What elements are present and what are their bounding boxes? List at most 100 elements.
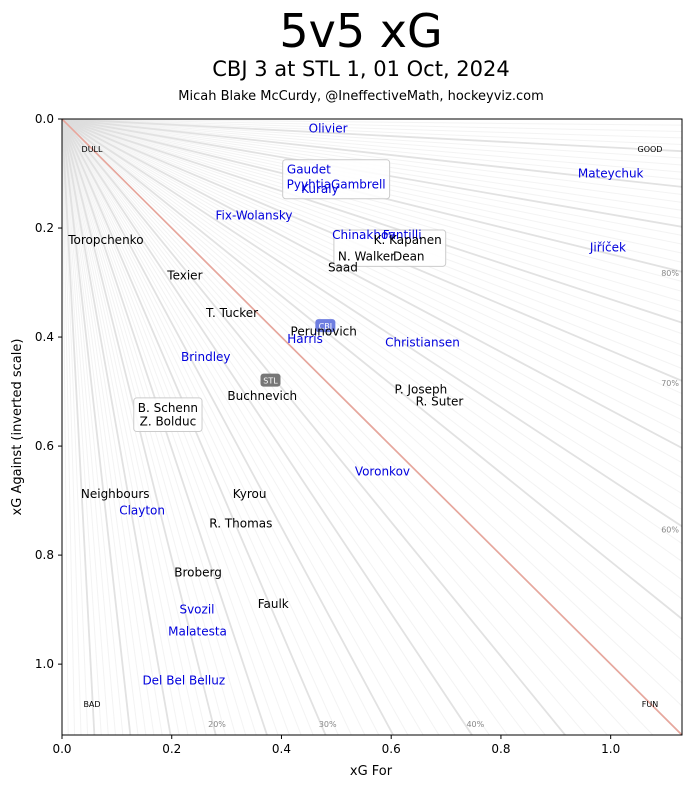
player-label: Del Bel Belluz: [142, 673, 225, 687]
team-badge-label: CBJ: [319, 322, 332, 331]
player-label: Dean: [393, 249, 425, 263]
percent-ray: [62, 119, 682, 495]
player-label: K. Kapanen: [374, 233, 442, 247]
percent-ray: [62, 119, 147, 735]
plot-frame: [61, 118, 683, 736]
y-axis-label: xG Against (inverted scale): [10, 339, 25, 516]
player-label: Gaudet: [287, 163, 331, 177]
chart-title: 5v5 xG: [279, 4, 443, 58]
percent-ray: [62, 119, 424, 735]
percent-ray: [62, 119, 682, 421]
player-label: R. Thomas: [209, 516, 272, 530]
label-boxes: [133, 159, 447, 433]
percent-ray: [62, 119, 180, 735]
percent-ray: [62, 119, 654, 735]
player-label: P. Joseph: [394, 382, 447, 396]
percent-ray: [62, 119, 682, 479]
team-badge-bg: [315, 319, 336, 333]
corner-label-bottom-right: FUN: [642, 700, 658, 709]
percent-ray: [62, 119, 682, 641]
percent-ray: [62, 119, 96, 735]
percent-ray: [62, 119, 682, 166]
percent-ray: [62, 119, 682, 563]
percent-ray: [62, 119, 155, 735]
percent-ray: [62, 119, 172, 735]
player-label: Jiříček: [589, 241, 626, 255]
player-label: Kyrou: [233, 487, 267, 501]
x-axis-ticks: 0.0 0.2 0.4 0.6 0.8 1.0: [52, 735, 620, 756]
percent-ray: [62, 119, 682, 450]
percent-ray: [62, 119, 682, 600]
player-label: B. Schenn: [138, 401, 198, 415]
percent-ray: [62, 119, 132, 735]
percent-ray: [62, 119, 567, 735]
percent-ray: [62, 119, 102, 735]
percent-ray: [62, 119, 682, 621]
player-label: T. Tucker: [205, 306, 258, 320]
percent-ray: [62, 119, 89, 735]
percent-label: 70%: [661, 379, 679, 388]
x-tick-label: 0.4: [272, 742, 291, 756]
percent-ray: [62, 119, 380, 735]
player-label: Z. Bolduc: [140, 415, 197, 429]
player-label: Gambrell: [331, 177, 386, 191]
percent-ray: [62, 119, 609, 735]
percent-ray: [62, 119, 682, 313]
percent-ray: [62, 119, 682, 139]
x-axis-label: xG For: [350, 764, 393, 779]
player-label: Toropchenko: [67, 233, 143, 247]
percent-ray: [62, 119, 189, 735]
y-tick-label: 0.8: [35, 548, 54, 562]
percent-ray: [62, 119, 682, 335]
y-tick-label: 0.2: [35, 221, 54, 235]
percent-ray: [62, 119, 682, 581]
team-badge-label: STL: [263, 377, 278, 386]
player-label: Kuraly: [301, 182, 339, 196]
percent-ray: [62, 119, 682, 132]
percent-ray: [62, 119, 124, 735]
percent-label: 60%: [661, 526, 679, 535]
player-label: R. Suter: [416, 394, 464, 408]
percent-ray: [62, 119, 682, 145]
player-label: Perunovich: [291, 325, 357, 339]
percent-ray: [62, 119, 82, 735]
y-tick-label: 0.6: [35, 439, 54, 453]
percent-ray: [62, 119, 682, 324]
corner-label-bottom-left: BAD: [83, 700, 100, 709]
y-tick-label: 1.0: [35, 657, 54, 671]
percent-ray: [62, 119, 395, 735]
percent-ray: [62, 119, 682, 707]
percent-ray: [62, 119, 440, 735]
x-tick-label: 0.8: [491, 742, 510, 756]
percent-ray: [62, 119, 682, 196]
player-label: Neighbours: [81, 487, 150, 501]
x-tick-label: 1.0: [601, 742, 620, 756]
chart-credit: Micah Blake McCurdy, @IneffectiveMath, h…: [178, 89, 544, 104]
percent-ray: [62, 119, 682, 303]
player-label: Buchnevich: [227, 389, 297, 403]
y-axis-ticks: 0.0 0.2 0.4 0.6 0.8 1.0: [35, 112, 62, 671]
percent-ray: [62, 119, 682, 126]
player-label: Broberg: [174, 566, 222, 580]
percent-ray: [62, 119, 456, 735]
percent-ray: [62, 119, 163, 735]
percent-ray: [62, 119, 352, 735]
percent-labels: 80% 70% 60% 40% 30% 20%: [208, 269, 679, 729]
percent-ray: [62, 119, 587, 735]
player-label: Clayton: [119, 503, 165, 517]
percent-ray: [62, 119, 682, 173]
label-box: [333, 229, 447, 267]
even-diagonal-line: [61, 118, 683, 736]
percent-ray: [62, 119, 490, 735]
player-label: Saad: [328, 260, 358, 274]
player-label: Svozil: [179, 603, 214, 617]
percent-ray: [62, 119, 76, 735]
percent-label: 80%: [661, 269, 679, 278]
percent-ray: [62, 119, 546, 735]
corner-label-top-left: DULL: [82, 145, 103, 154]
x-tick-label: 0.0: [52, 742, 71, 756]
player-label: Faulk: [258, 597, 289, 611]
percent-ray: [62, 119, 682, 292]
